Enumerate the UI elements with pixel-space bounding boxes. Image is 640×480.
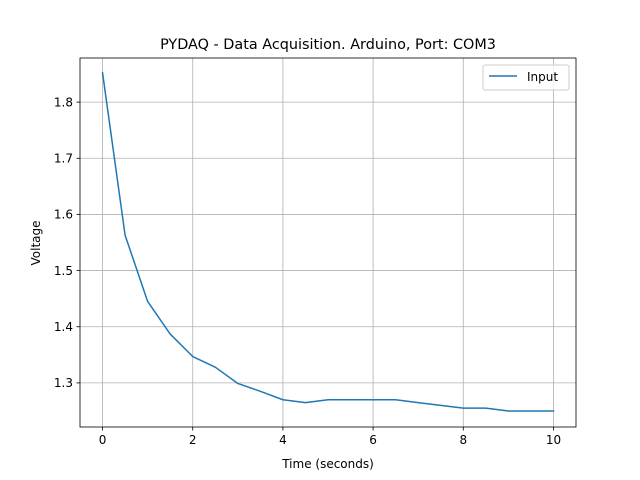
y-tick-label: 1.7 (54, 152, 73, 166)
chart-title: PYDAQ - Data Acquisition. Arduino, Port:… (160, 37, 496, 53)
x-tick-label: 0 (99, 433, 107, 447)
y-tick-label: 1.6 (54, 208, 73, 222)
axis-ticks: 0 2 4 6 8 10 1.3 1.4 1.5 1.6 1.7 1.8 (54, 95, 561, 447)
legend: Input (482, 64, 570, 91)
plot-background (80, 58, 576, 427)
y-tick-label: 1.5 (54, 264, 73, 278)
y-tick-label: 1.8 (54, 95, 73, 109)
plot-frame (79, 57, 577, 428)
grid-lines (80, 58, 576, 427)
legend-label-input: Input (527, 70, 558, 84)
y-tick-label: 1.4 (54, 320, 73, 334)
x-tick-label: 6 (369, 433, 377, 447)
y-tick-label: 1.3 (54, 376, 73, 390)
x-tick-label: 2 (189, 433, 197, 447)
x-axis-title: Time (seconds) (281, 457, 374, 471)
x-tick-label: 4 (279, 433, 287, 447)
x-tick-label: 10 (546, 433, 561, 447)
legend-box (482, 64, 570, 91)
y-axis-title: Voltage (29, 220, 43, 265)
series-layer (101, 72, 555, 412)
x-tick-label: 8 (459, 433, 467, 447)
